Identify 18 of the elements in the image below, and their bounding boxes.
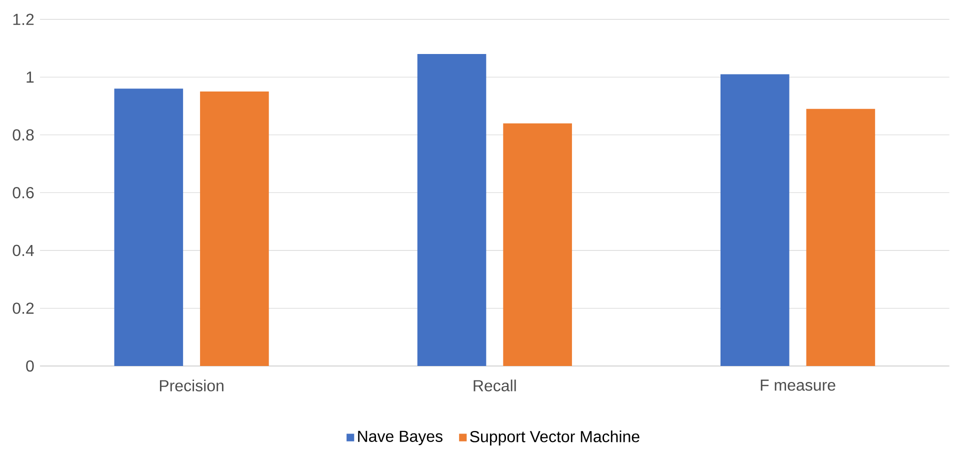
x-tick-label: Recall	[474, 380, 516, 392]
y-tick-label: 0.6	[12, 187, 34, 198]
bar	[720, 74, 790, 366]
legend-label: Support Vector Machine	[470, 430, 640, 446]
y-tick-label: 1.2	[13, 14, 34, 25]
legend-label: Nave Bayes	[358, 430, 442, 446]
y-tick-label: 0.2	[12, 302, 34, 314]
y-tick-label: 0.4	[12, 244, 34, 256]
bar	[417, 54, 486, 366]
x-tick-label: Precision	[160, 380, 224, 392]
bar	[503, 123, 572, 366]
bar	[114, 88, 184, 366]
y-tick-label: 1	[26, 72, 34, 83]
bar	[806, 108, 876, 366]
x-tick-label: F measure	[760, 380, 836, 391]
bar	[200, 92, 269, 366]
y-tick-label: 0.8	[12, 129, 34, 141]
y-tick-label: 0	[26, 360, 34, 372]
